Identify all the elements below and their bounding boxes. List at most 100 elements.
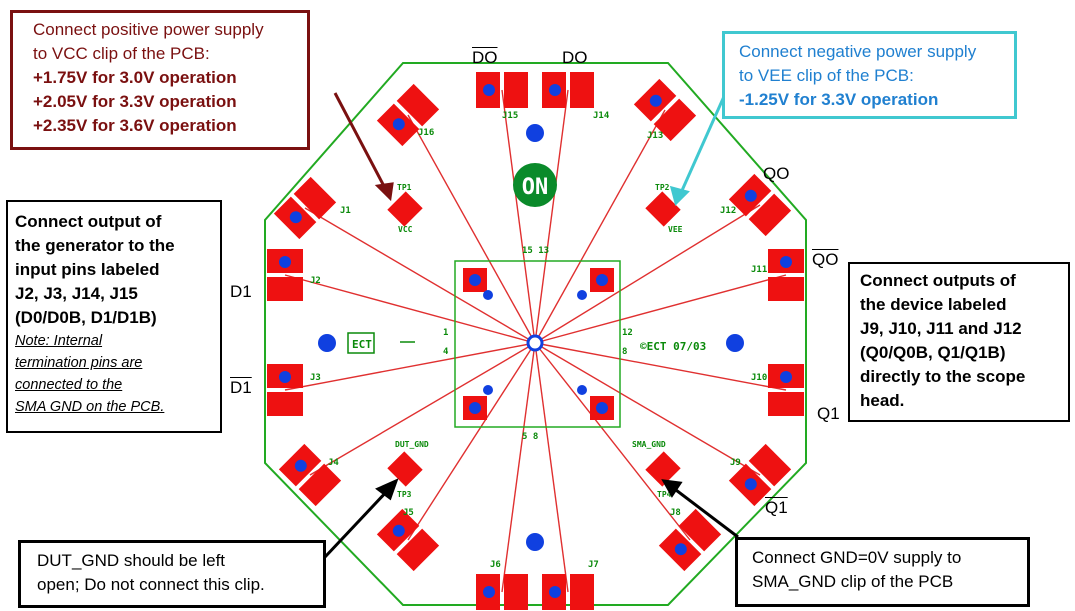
- vee-callout-line1: Connect negative power supply: [739, 42, 977, 61]
- via: [318, 334, 336, 352]
- via: [577, 385, 587, 395]
- vcc-callout-line1: Connect positive power supply: [33, 20, 264, 39]
- board-copyright: ©ECT 07/03: [640, 340, 706, 353]
- generator-note-line3: connected to the: [15, 377, 123, 393]
- connector-j9: [728, 443, 792, 507]
- connector-label-j4: J4: [328, 458, 339, 468]
- pin-label-top: 15 13: [522, 246, 549, 256]
- trace-j11: [534, 274, 787, 344]
- generator-note-line1: Note: Internal: [15, 333, 103, 349]
- pin-label-right-a: 12: [622, 328, 633, 338]
- tp1-label: TP1: [397, 183, 412, 192]
- trace-j6: [501, 342, 536, 593]
- ect-label: ECT: [352, 338, 372, 351]
- connector-label-j1: J1: [340, 206, 351, 216]
- connector-label-j13: J13: [647, 131, 663, 141]
- connector-j11: [768, 249, 804, 301]
- outputs-callout-line4: (Q0/Q0B, Q1/Q1B): [860, 343, 1006, 362]
- vee-callout: Connect negative power supply to VEE cli…: [722, 31, 1017, 119]
- generator-callout-line4: J2, J3, J14, J15: [15, 284, 138, 303]
- trace-j1: [304, 207, 536, 344]
- pin-label-left-b: 4: [443, 347, 449, 357]
- connector-label-j14: J14: [593, 111, 610, 121]
- via: [577, 290, 587, 300]
- pin-label-bottom: 5 8: [522, 432, 538, 442]
- outputs-callout-line2: the device labeled: [860, 295, 1007, 314]
- via: [526, 533, 544, 551]
- connector-j16: [376, 83, 440, 147]
- trace-j4: [309, 342, 536, 476]
- dut-gnd-callout: DUT_GND should be left open; Do not conn…: [18, 540, 326, 608]
- connector-label-j5: J5: [403, 508, 414, 518]
- vee-label: VEE: [668, 225, 683, 234]
- outputs-callout-line3: J9, J10, J11 and J12: [860, 319, 1022, 338]
- connector-j2: [267, 249, 303, 301]
- connector-label-j3: J3: [310, 373, 321, 383]
- sma-gnd-callout: Connect GND=0V supply to SMA_GND clip of…: [735, 537, 1030, 607]
- tp4-pad: [645, 451, 681, 487]
- connector-label-j15: J15: [502, 111, 518, 121]
- connector-label-j2: J2: [310, 276, 321, 286]
- ic-footprint: [454, 260, 621, 428]
- trace-j10: [534, 342, 787, 391]
- trace-group: [284, 89, 787, 593]
- connector-label-j11: J11: [751, 265, 767, 275]
- connector-label-j12: J12: [720, 206, 736, 216]
- connector-label-j7: J7: [588, 560, 599, 570]
- trace-j8: [534, 342, 691, 541]
- connector-j1: [273, 176, 337, 240]
- d1-label: D1: [230, 282, 252, 301]
- trace-j15: [501, 89, 536, 344]
- dut-gnd-callout-line2: open; Do not connect this clip.: [37, 575, 265, 594]
- on-logo: [513, 163, 557, 207]
- vcc-callout-line3: +1.75V for 3.0V operation: [33, 68, 237, 87]
- connector-label-j6: J6: [490, 560, 501, 570]
- q0b-label: QO: [812, 250, 839, 269]
- trace-j13: [534, 109, 666, 344]
- sma-gnd-label: SMA_GND: [632, 440, 666, 449]
- tp4-label: TP4: [657, 490, 672, 499]
- via: [596, 274, 608, 286]
- trace-j16: [407, 114, 536, 344]
- vee-callout-line3: -1.25V for 3.3V operation: [739, 90, 939, 109]
- via: [726, 334, 744, 352]
- via: [483, 290, 493, 300]
- connector-j8: [658, 508, 722, 572]
- connector-j10: [768, 364, 804, 416]
- generator-callout-line1: Connect output of: [15, 212, 162, 231]
- connector-j5: [376, 508, 440, 572]
- via: [526, 124, 544, 142]
- d0b-label: DO: [472, 48, 498, 67]
- trace-j9: [534, 342, 761, 476]
- q1b-label: Q1: [765, 498, 788, 517]
- vcc-callout-line4: +2.05V for 3.3V operation: [33, 92, 237, 111]
- connector-label-j9: J9: [730, 458, 741, 468]
- connector-j6: [476, 574, 528, 610]
- connector-j4: [278, 443, 342, 507]
- outputs-callout: Connect outputs of the device labeled J9…: [848, 262, 1070, 422]
- connector-label-j16: J16: [418, 128, 434, 138]
- q0-label: QO: [763, 164, 790, 183]
- trace-j14: [534, 89, 569, 344]
- connector-label-j8: J8: [670, 508, 681, 518]
- center-die: [526, 334, 544, 352]
- d1b-label: D1: [230, 378, 252, 397]
- generator-callout: Connect output of the generator to the i…: [6, 200, 222, 433]
- connector-j14: [542, 72, 594, 108]
- sma-gnd-callout-line1: Connect GND=0V supply to: [752, 548, 962, 567]
- vee-callout-line2: to VEE clip of the PCB:: [739, 66, 914, 85]
- pad-group: J15 J14 J13 J12 J11 J10 J9 J8 J7 J6 J5 J4 J3 J2 J1 J16: [267, 72, 804, 610]
- generator-note-line2: termination pins are: [15, 355, 143, 371]
- connector-j12: [728, 173, 792, 237]
- vcc-callout-line5: +2.35V for 3.6V operation: [33, 116, 237, 135]
- via: [469, 274, 481, 286]
- via: [469, 402, 481, 414]
- vcc-label: VCC: [398, 225, 413, 234]
- trace-j2: [284, 274, 536, 344]
- connector-j13: [633, 78, 697, 142]
- connector-j15: [476, 72, 528, 108]
- outputs-callout-line6: head.: [860, 391, 905, 410]
- generator-callout-line3: input pins labeled: [15, 260, 160, 279]
- pin-label-left-a: 1: [443, 328, 448, 338]
- dut-gnd-label: DUT_GND: [395, 440, 429, 449]
